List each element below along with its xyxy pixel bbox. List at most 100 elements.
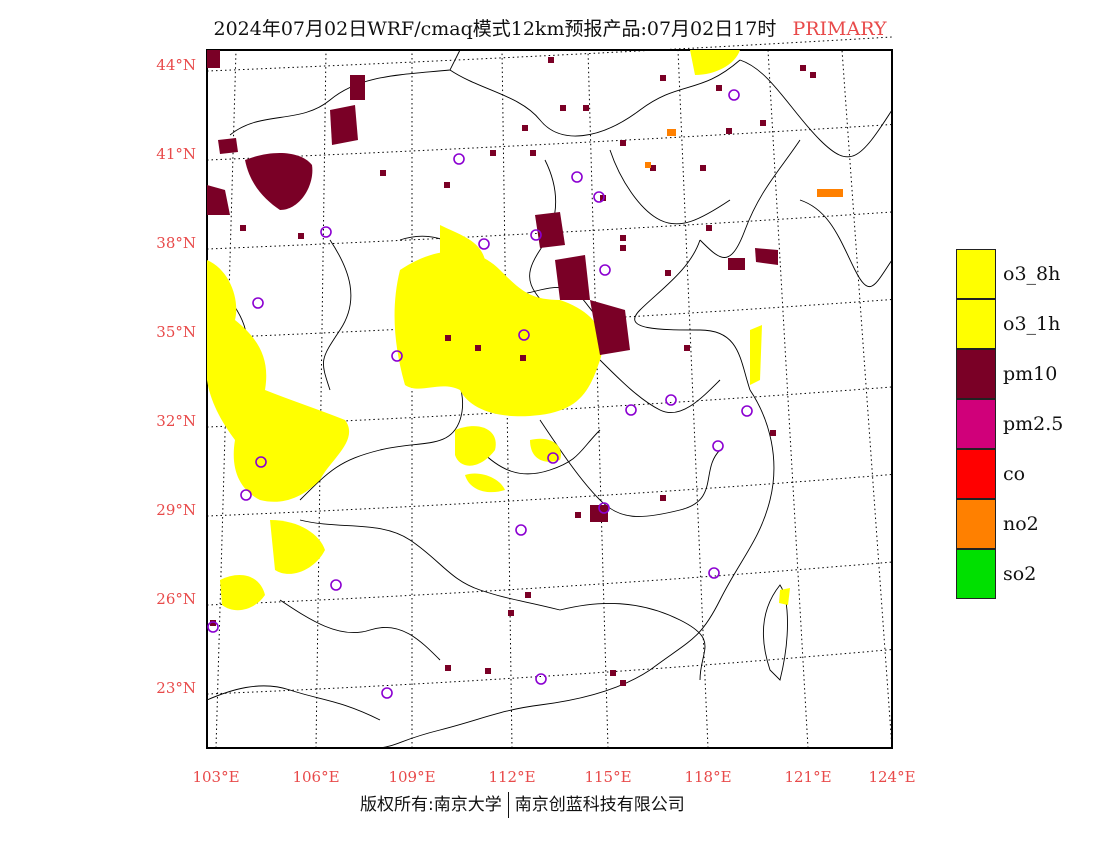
latitude-line (206, 36, 893, 72)
legend-swatch (956, 499, 996, 549)
latitude-line (206, 124, 893, 161)
boundary-line (479, 429, 601, 475)
pm10-cell (610, 670, 616, 676)
pm10-cell (760, 120, 766, 126)
pm10-cell (298, 233, 304, 239)
pm10-cell (706, 225, 712, 231)
pm10-cell (660, 495, 666, 501)
pm10-cell (560, 105, 566, 111)
monitoring-site-marker (240, 489, 252, 501)
boundary-line (799, 199, 893, 287)
pm10-cell (530, 150, 536, 156)
monitoring-site-marker (320, 226, 332, 238)
pm10-cell (240, 225, 246, 231)
pm10-cell (445, 335, 451, 341)
latitude-label: 23°N (156, 679, 196, 697)
boundary-line (609, 149, 731, 225)
latitude-label: 38°N (156, 234, 196, 252)
site-markers (207, 89, 753, 699)
pm10-cell (445, 665, 451, 671)
longitude-label: 103°E (192, 768, 239, 786)
pm10-cell (716, 85, 722, 91)
pm10-area (590, 300, 630, 355)
title-main: 2024年07月02日WRF/cmaq模式12km预报产品:07月02日17时 (213, 18, 777, 40)
o3-area (270, 520, 325, 574)
pollution-layer (207, 50, 843, 686)
boundary-line (323, 239, 352, 391)
boundary-line (739, 59, 893, 158)
o3-area (465, 473, 505, 493)
monitoring-site-marker (330, 579, 342, 591)
latitude-label: 44°N (156, 56, 196, 74)
monitoring-site-marker (252, 297, 264, 309)
longitude-label: 109°E (388, 768, 435, 786)
o3-area (779, 588, 790, 605)
pm10-cell (800, 65, 806, 71)
pm10-area (590, 505, 608, 522)
pm10-cell (620, 140, 626, 146)
monitoring-site-marker (478, 238, 490, 250)
boundary-line (699, 139, 801, 258)
monitoring-site-marker (708, 567, 720, 579)
boundary-line (299, 519, 561, 611)
latitude-label: 32°N (156, 412, 196, 430)
pm10-cell (700, 165, 706, 171)
pm10-cell (650, 165, 656, 171)
legend-swatch (956, 249, 996, 299)
pm10-cell (620, 235, 626, 241)
longitude-line (587, 49, 609, 749)
monitoring-site-marker (598, 502, 610, 514)
monitoring-site-marker (530, 229, 542, 241)
boundary-line (539, 419, 721, 518)
boundary-line (229, 49, 461, 136)
monitoring-site-marker (728, 89, 740, 101)
pm10-cell (485, 668, 491, 674)
legend-swatch (956, 399, 996, 449)
pm10-cell (684, 345, 690, 351)
monitoring-site-marker (255, 456, 267, 468)
o3-area (530, 438, 561, 462)
monitoring-site-marker (547, 452, 559, 464)
legend-label: pm2.5 (1003, 413, 1064, 435)
footer-right: 南京创蓝科技有限公司 (514, 795, 685, 815)
monitoring-site-marker (207, 621, 219, 633)
monitoring-site-marker (518, 329, 530, 341)
pm10-cell (508, 610, 514, 616)
longitude-label: 118°E (684, 768, 731, 786)
pm10-area (245, 153, 313, 210)
longitude-line (501, 49, 513, 749)
title-tag: PRIMARY (792, 18, 887, 40)
pm10-area (330, 105, 358, 145)
longitude-labels: 103°E 106°E 109°E 112°E 115°E 118°E 121°E 124°E (192, 768, 915, 786)
boundary-line (762, 584, 788, 681)
no2-area (667, 129, 676, 136)
o3-area (394, 251, 603, 417)
longitude-label: 115°E (584, 768, 631, 786)
monitoring-site-marker (391, 350, 403, 362)
pm10-cell (620, 680, 626, 686)
pm10-cell (548, 57, 554, 63)
boundary-line (206, 685, 381, 721)
legend-label: pm10 (1003, 363, 1058, 385)
legend-label: no2 (1003, 513, 1039, 535)
pm10-cell (525, 592, 531, 598)
pm10-cell (444, 182, 450, 188)
legend-label: co (1003, 463, 1026, 485)
boundary-line (379, 669, 651, 749)
longitude-label: 106°E (292, 768, 339, 786)
pm10-area (218, 138, 238, 154)
monitoring-site-marker (625, 404, 637, 416)
pm10-cell (665, 270, 671, 276)
legend-label: o3_8h (1003, 263, 1061, 285)
legend-swatch (956, 449, 996, 499)
boundary-line (649, 389, 775, 671)
pm10-area (207, 50, 220, 68)
longitude-label: 121°E (784, 768, 831, 786)
o3-area (750, 325, 762, 385)
monitoring-site-marker (535, 673, 547, 685)
o3-area (220, 575, 265, 611)
copyright-footer: 版权所有:南京大学 南京创蓝科技有限公司 (360, 790, 685, 818)
monitoring-site-marker (665, 394, 677, 406)
longitude-line (315, 49, 327, 749)
